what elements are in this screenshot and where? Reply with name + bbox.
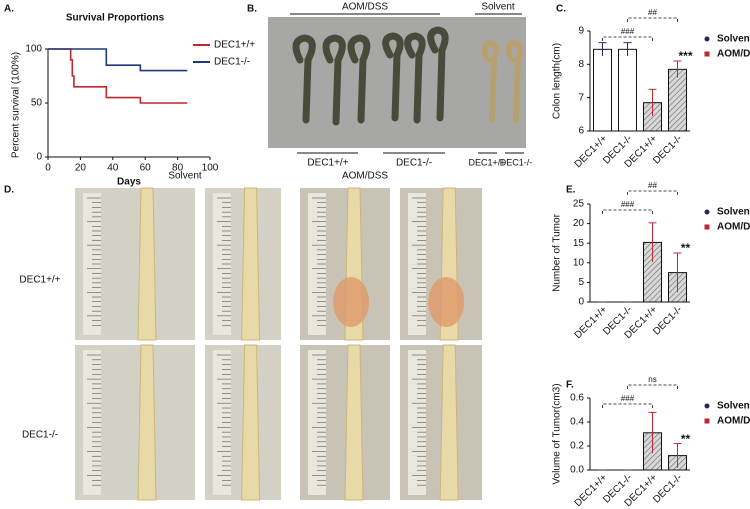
row-label: DEC1+/+ [19,275,60,286]
significance-bracket [602,36,653,41]
significance-bracket [602,403,653,408]
y-tick-label: 0.4 [570,417,584,428]
y-tick-label: 0.0 [570,465,584,476]
x-tick-label: DEC1+/+ [573,472,610,509]
y-tick-label: 20 [573,218,585,229]
y-axis-label: Number of Tumor [552,213,563,291]
y-tick-label: 100 [25,44,42,55]
legend-marker [704,36,710,42]
x-tick-label: 80 [172,163,184,174]
y-tick-label: 50 [31,98,43,109]
significance-label: ### [621,27,635,36]
tumor-photos [75,187,482,501]
legend-label: DEC1+/+ [214,40,255,51]
panel-letter: C. [556,4,566,15]
y-tick-label: 0 [578,297,584,308]
legend-marker [704,403,710,409]
panel-letter: E. [566,185,576,196]
bar [593,48,612,132]
y-tick-label: 9 [578,26,584,37]
sample-label: DEC1+/+ [468,157,505,167]
x-axis-label: Days [117,177,141,188]
significance-label: *** [678,49,692,63]
legend-label: AOM/DSS [717,416,750,427]
y-tick-label: 10 [573,257,585,268]
x-tick-label: 60 [140,163,152,174]
significance-bracket [627,17,678,22]
colon [439,344,459,501]
colon [241,187,261,341]
y-axis-label: Colon length(cm) [552,43,563,119]
y-tick-label: 25 [573,199,585,210]
y-tick-label: 5 [578,277,584,288]
legend-label: AOM/DSS [717,49,750,60]
colon-specimens [292,26,524,126]
significance-label: ### [621,200,635,209]
y-tick-label: 6 [578,126,584,137]
x-tick-label: 100 [202,163,219,174]
y-tick-label: 0 [36,152,42,163]
legend-label: Solvent [717,207,750,218]
bar [668,68,687,132]
group-label: AOM/DSS [342,2,388,13]
column-label: Solvent [168,171,202,182]
survival-line [48,48,188,104]
row-label: DEC1-/- [22,430,58,441]
legend-marker [704,418,710,424]
tumor [428,277,465,327]
legend-label: Solvent [717,401,750,412]
legend-marker [704,209,710,215]
panel-letter: A. [4,4,14,15]
y-tick-label: 0.6 [570,393,584,404]
y-tick-label: 7 [578,92,584,103]
significance-label: ns [648,375,656,384]
legend-marker [704,224,710,230]
chart-title: Survival Proportions [66,13,165,24]
x-tick-label: DEC1+/+ [573,133,610,170]
legend-marker [704,51,710,57]
panel-letter: F. [566,380,574,391]
significance-label: ## [648,181,657,190]
colon [137,187,157,341]
significance-label: ## [648,8,657,17]
significance-label: ### [621,394,635,403]
bar [618,48,637,132]
colon [344,344,364,501]
x-tick-label: 40 [107,163,119,174]
legend-label: AOM/DSS [717,222,750,233]
significance-bracket [627,190,678,195]
significance-bracket [627,384,678,389]
tumor [333,277,369,327]
panel-letter: B. [247,4,257,15]
sample-label: DEC1-/- [500,157,533,167]
panel-letter: D. [4,185,14,196]
x-tick-label: DEC1+/+ [573,304,610,341]
group-label: Solvent [481,2,515,13]
sample-label: DEC1+/+ [307,158,348,169]
significance-label: ** [681,432,691,446]
y-tick-label: 15 [573,238,585,249]
survival-line [48,48,188,72]
y-tick-label: 8 [578,59,584,70]
colon [241,344,261,501]
legend-label: Solvent [717,34,750,45]
y-tick-label: 0.2 [570,441,584,452]
significance-bracket [602,209,653,214]
colon [137,344,157,501]
legend-label: DEC1-/- [214,57,250,68]
significance-label: ** [681,241,691,255]
y-axis-label: Percent survival (100%) [11,52,22,158]
x-tick-label: 0 [45,163,51,174]
column-label: AOM/DSS [342,171,388,182]
x-tick-label: 20 [75,163,87,174]
y-axis-label: Volume of Tumor(cm3) [552,383,563,484]
sample-label: DEC1-/- [396,158,432,169]
